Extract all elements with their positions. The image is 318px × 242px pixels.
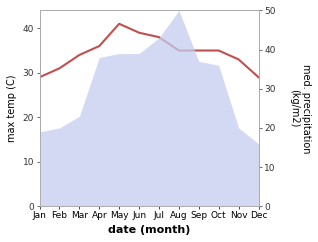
Y-axis label: med. precipitation
(kg/m2): med. precipitation (kg/m2) [289, 64, 311, 153]
Y-axis label: max temp (C): max temp (C) [7, 75, 17, 142]
X-axis label: date (month): date (month) [108, 225, 190, 235]
